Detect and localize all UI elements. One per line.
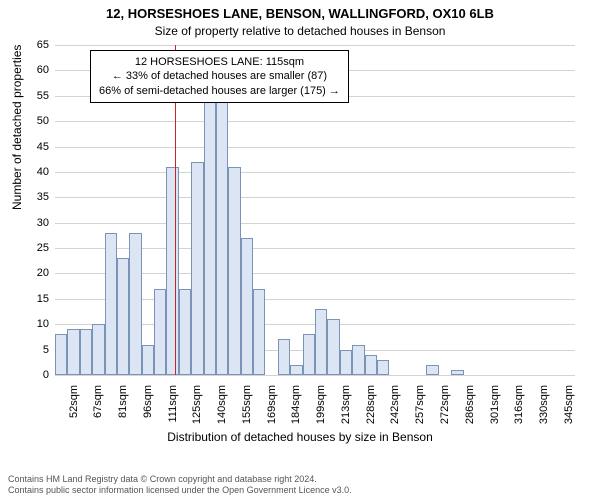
annotation-line-3: 66% of semi-detached houses are larger (… [99,84,340,98]
histogram-bar [67,329,79,375]
x-tick-label: 316sqm [513,385,525,424]
x-tick-label: 330sqm [538,385,550,424]
annotation-box: 12 HORSESHOES LANE: 115sqm ← 33% of deta… [90,50,349,103]
histogram-bar [315,309,327,375]
x-tick-label: 286sqm [464,385,476,424]
chart-title-sub: Size of property relative to detached ho… [0,24,600,38]
grid-line [55,121,575,122]
histogram-bar [55,334,67,375]
x-tick-label: 125sqm [191,385,203,424]
x-tick-label: 199sqm [315,385,327,424]
histogram-bar [340,350,352,375]
x-tick-label: 184sqm [290,385,302,424]
histogram-bar [241,238,253,375]
x-tick-label: 52sqm [68,385,80,418]
x-tick-label: 81sqm [117,385,129,418]
x-tick-label: 67sqm [92,385,104,418]
y-tick-label: 65 [37,39,55,51]
x-tick-label: 155sqm [241,385,253,424]
chart-title-main: 12, HORSESHOES LANE, BENSON, WALLINGFORD… [0,6,600,21]
x-axis-label: Distribution of detached houses by size … [0,430,600,444]
y-tick-label: 50 [37,115,55,127]
grid-line [55,172,575,173]
y-tick-label: 60 [37,64,55,76]
x-tick-label: 257sqm [414,385,426,424]
histogram-bar [80,329,92,375]
x-tick-label: 242sqm [389,385,401,424]
histogram-bar [290,365,302,375]
histogram-bar [327,319,339,375]
histogram-bar [352,345,364,375]
x-tick-label: 228sqm [365,385,377,424]
histogram-bar [105,233,117,375]
y-tick-label: 40 [37,166,55,178]
histogram-bar [216,101,228,375]
x-tick-label: 272sqm [439,385,451,424]
x-tick-label: 111sqm [167,385,179,423]
y-tick-label: 0 [43,369,55,381]
histogram-bar [365,355,377,375]
y-tick-label: 5 [43,344,55,356]
y-tick-label: 30 [37,217,55,229]
footer-line-2: Contains public sector information licen… [8,485,352,496]
y-tick-label: 20 [37,267,55,279]
y-axis-label: Number of detached properties [10,45,24,210]
footer-attribution: Contains HM Land Registry data © Crown c… [8,474,352,497]
histogram-bar [253,289,265,375]
y-tick-label: 25 [37,242,55,254]
x-tick-label: 213sqm [340,385,352,424]
y-tick-label: 35 [37,191,55,203]
x-tick-label: 96sqm [142,385,154,418]
x-tick-label: 345sqm [563,385,575,424]
histogram-bar [179,289,191,375]
grid-line [55,45,575,46]
grid-line [55,147,575,148]
plot-area: 0510152025303540455055606552sqm67sqm81sq… [55,45,575,375]
histogram-bar [154,289,166,375]
annotation-line-2: ← 33% of detached houses are smaller (87… [99,69,340,83]
x-tick-label: 169sqm [266,385,278,424]
histogram-bar [129,233,141,375]
annotation-line-1: 12 HORSESHOES LANE: 115sqm [99,55,340,69]
grid-line [55,375,575,376]
histogram-bar [204,96,216,375]
histogram-bar [451,370,463,375]
histogram-bar [278,339,290,375]
histogram-bar [377,360,389,375]
y-tick-label: 45 [37,141,55,153]
histogram-bar [92,324,104,375]
grid-line [55,197,575,198]
histogram-bar [117,258,129,375]
histogram-bar [142,345,154,375]
histogram-bar [166,167,178,375]
x-tick-label: 301sqm [489,385,501,424]
y-tick-label: 15 [37,293,55,305]
grid-line [55,223,575,224]
histogram-bar [228,167,240,375]
chart-container: 12, HORSESHOES LANE, BENSON, WALLINGFORD… [0,0,600,500]
histogram-bar [426,365,438,375]
y-tick-label: 10 [37,318,55,330]
footer-line-1: Contains HM Land Registry data © Crown c… [8,474,352,485]
histogram-bar [191,162,203,375]
x-tick-label: 140sqm [216,385,228,424]
y-tick-label: 55 [37,90,55,102]
histogram-bar [303,334,315,375]
